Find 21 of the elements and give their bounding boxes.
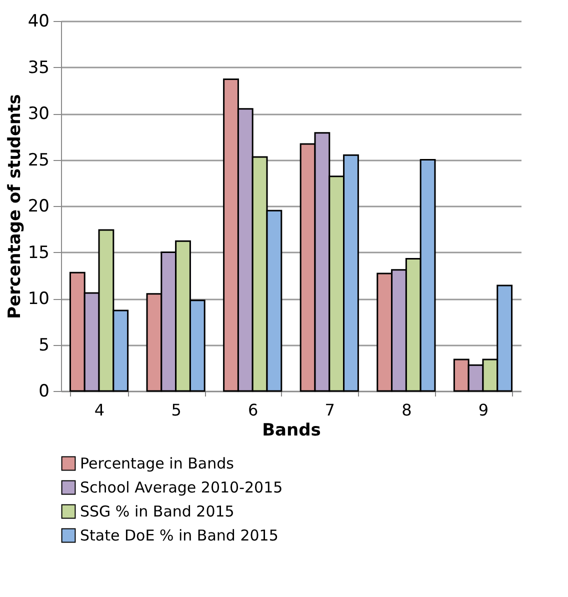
legend-label: SSG % in Band 2015 (80, 502, 234, 520)
y-tick-label: 15 (28, 242, 50, 263)
x-tick-label: 9 (478, 400, 489, 420)
y-tick-label: 25 (28, 150, 50, 170)
x-tick-label: 7 (324, 400, 335, 420)
legend-label: School Average 2010-2015 (80, 478, 283, 496)
y-axis-title: Percentage of students (4, 94, 25, 319)
legend-label: State DoE % in Band 2015 (80, 526, 278, 544)
x-tick-label: 6 (248, 400, 258, 420)
y-tick-label: 20 (28, 196, 50, 216)
x-tick-label: 4 (94, 400, 105, 420)
y-tick-label: 10 (28, 289, 50, 309)
x-tick-label: 8 (402, 400, 412, 420)
y-tick-label: 35 (28, 58, 50, 78)
x-axis-title: Bands (262, 420, 321, 440)
legend-label: Percentage in Bands (80, 454, 234, 472)
y-tick-label: 5 (38, 335, 50, 356)
y-tick-label: 0 (38, 382, 50, 402)
x-tick-label: 5 (171, 400, 182, 420)
y-tick-label: 40 (28, 12, 50, 32)
y-tick-label: 30 (28, 104, 50, 124)
